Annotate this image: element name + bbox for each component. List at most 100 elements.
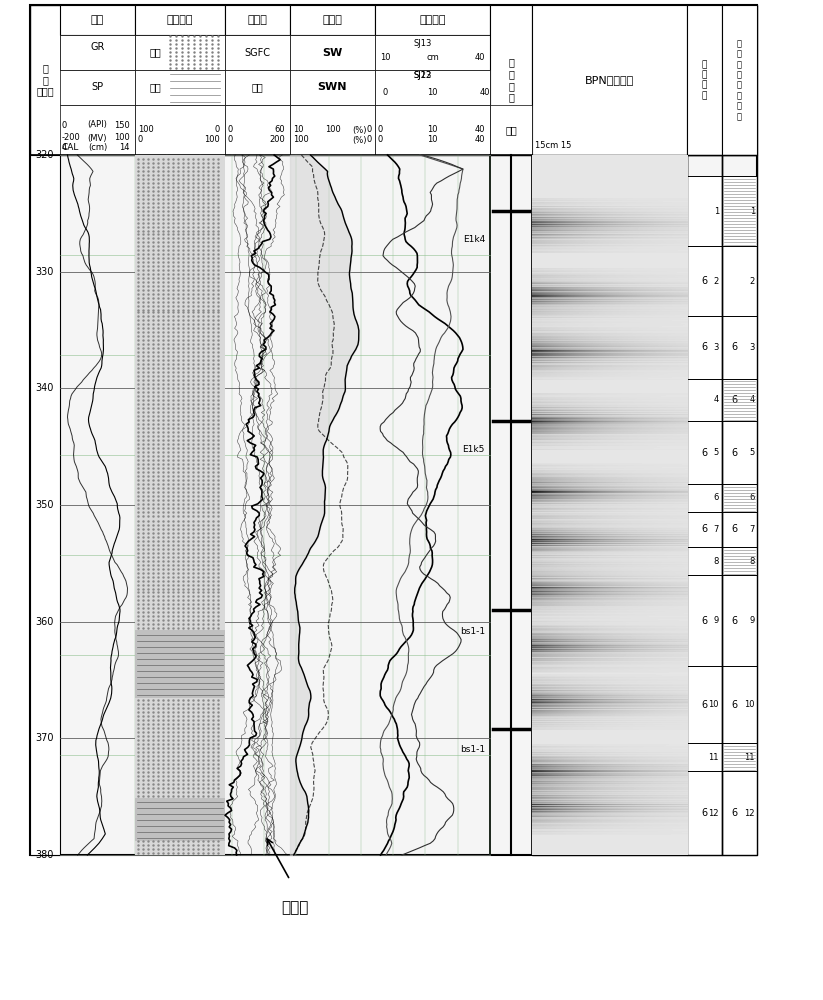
- Text: 时间谱: 时间谱: [281, 900, 309, 915]
- Bar: [722, 743, 757, 771]
- Bar: [60, 35, 135, 70]
- Text: 6: 6: [701, 524, 708, 534]
- Text: 0: 0: [62, 120, 67, 129]
- Text: 6: 6: [701, 700, 708, 710]
- Text: 泥岩: 泥岩: [149, 83, 160, 93]
- Bar: [532, 155, 687, 855]
- Text: 5: 5: [714, 448, 719, 457]
- Text: 6: 6: [701, 808, 708, 818]
- Bar: [290, 105, 375, 155]
- Text: 7: 7: [714, 525, 719, 534]
- Text: 100: 100: [138, 125, 154, 134]
- Text: 2: 2: [750, 276, 755, 286]
- Bar: [135, 155, 225, 233]
- Bar: [135, 798, 225, 841]
- Bar: [687, 316, 722, 379]
- Bar: [135, 414, 225, 518]
- Text: -200: -200: [62, 133, 81, 142]
- Text: 12: 12: [709, 808, 719, 818]
- Bar: [225, 35, 290, 70]
- Text: 380: 380: [36, 850, 54, 860]
- Bar: [722, 246, 757, 316]
- Text: 6: 6: [750, 493, 755, 502]
- Text: 14: 14: [119, 143, 130, 152]
- Bar: [290, 70, 375, 105]
- Bar: [722, 484, 757, 512]
- Bar: [135, 312, 225, 414]
- Text: 1: 1: [714, 207, 719, 216]
- Text: 小层: 小层: [505, 125, 517, 135]
- Text: 0: 0: [367, 125, 372, 134]
- Text: 60: 60: [274, 125, 285, 134]
- Bar: [135, 630, 225, 698]
- Text: 岩性: 岩性: [91, 15, 105, 25]
- Bar: [687, 666, 722, 743]
- Text: 6: 6: [732, 615, 737, 626]
- Text: 3: 3: [714, 343, 719, 352]
- Text: 计数率: 计数率: [248, 15, 267, 25]
- Text: 370: 370: [35, 733, 54, 743]
- Text: 10: 10: [709, 700, 719, 709]
- Text: 100: 100: [114, 133, 130, 142]
- Text: 330: 330: [36, 267, 54, 277]
- Text: 7: 7: [750, 525, 755, 534]
- Bar: [722, 176, 757, 246]
- Text: 4: 4: [62, 143, 67, 152]
- Text: 40: 40: [475, 53, 486, 62]
- Text: 10: 10: [745, 700, 755, 709]
- Text: SJ23: SJ23: [413, 70, 432, 80]
- Text: 0: 0: [138, 135, 143, 144]
- Text: 6: 6: [732, 395, 737, 405]
- Text: CAL: CAL: [62, 143, 79, 152]
- Bar: [687, 155, 722, 855]
- Bar: [60, 70, 135, 105]
- Bar: [722, 666, 757, 743]
- Bar: [30, 5, 757, 155]
- Text: 11: 11: [745, 752, 755, 762]
- Bar: [60, 105, 135, 155]
- Text: 10: 10: [379, 53, 390, 62]
- Text: SW: SW: [323, 47, 342, 57]
- Text: BPN储层谱图: BPN储层谱图: [585, 75, 635, 85]
- Bar: [532, 5, 687, 155]
- Text: 深度衰减: 深度衰减: [419, 15, 446, 25]
- Text: 9: 9: [714, 616, 719, 625]
- Bar: [722, 5, 757, 155]
- Text: 15cm 15: 15cm 15: [535, 141, 571, 150]
- Text: 2: 2: [714, 276, 719, 286]
- Bar: [30, 155, 60, 855]
- Text: (cm): (cm): [88, 143, 107, 152]
- Text: 箭
缝
结
论: 箭 缝 结 论: [702, 60, 707, 100]
- Text: 4: 4: [750, 395, 755, 404]
- Text: (MV): (MV): [88, 133, 107, 142]
- Text: 4: 4: [714, 395, 719, 404]
- Text: 6: 6: [701, 448, 708, 458]
- Text: 波形: 波形: [252, 83, 263, 93]
- Text: SJ13: SJ13: [413, 38, 432, 47]
- Text: (%): (%): [353, 135, 367, 144]
- Text: SGFC: SGFC: [244, 47, 271, 57]
- Text: 11: 11: [709, 752, 719, 762]
- Bar: [375, 105, 490, 155]
- Text: 6: 6: [732, 524, 737, 534]
- Text: 8: 8: [750, 556, 755, 566]
- Bar: [225, 5, 290, 35]
- Text: 0: 0: [378, 125, 384, 134]
- Text: 6: 6: [714, 493, 719, 502]
- Bar: [135, 841, 225, 855]
- Bar: [375, 5, 490, 35]
- Text: 8: 8: [714, 556, 719, 566]
- Text: 9: 9: [750, 616, 755, 625]
- Text: 320: 320: [35, 150, 54, 160]
- Text: SJ12: SJ12: [413, 70, 431, 80]
- Text: 40: 40: [475, 135, 485, 144]
- Text: 中
子
寿
命
解
释
结
论: 中 子 寿 命 解 释 结 论: [737, 39, 742, 121]
- Bar: [60, 35, 135, 70]
- Text: SP: SP: [91, 83, 104, 93]
- Text: E1k4: E1k4: [463, 234, 485, 243]
- Bar: [722, 547, 757, 575]
- Bar: [722, 379, 757, 421]
- Bar: [687, 771, 722, 855]
- Text: 管
柱
结
构: 管 柱 结 构: [508, 58, 514, 102]
- Bar: [722, 316, 757, 379]
